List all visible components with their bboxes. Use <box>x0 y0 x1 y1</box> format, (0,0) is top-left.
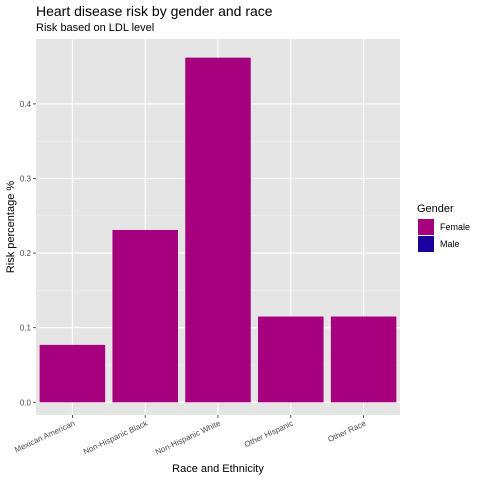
chart-subtitle: Risk based on LDL level <box>36 22 154 34</box>
x-tick-label: Mexican American <box>13 419 76 455</box>
legend-key-female <box>418 219 434 235</box>
legend-key-male <box>418 236 434 252</box>
y-tick-label: 0.2 <box>20 249 32 258</box>
legend-label-male: Male <box>440 239 460 249</box>
x-tick-label: Other Hispanic <box>243 419 295 450</box>
bars <box>39 57 397 403</box>
bar-female-0 <box>39 344 106 403</box>
x-axis: Mexican American Non-Hispanic Black Non-Hi… <box>13 415 368 457</box>
y-tick-label: 0.4 <box>20 100 32 109</box>
x-tick-label: Other Race <box>327 418 368 444</box>
y-axis: 0.0 0.1 0.2 0.3 0.4 <box>20 100 36 407</box>
bar-female-2 <box>185 57 251 403</box>
chart-title: Heart disease risk by gender and race <box>36 3 273 19</box>
y-axis-title: Risk percentage % <box>5 181 17 274</box>
x-axis-title: Race and Ethnicity <box>172 463 264 475</box>
bar-female-1 <box>112 229 178 403</box>
bar-female-3 <box>258 316 324 403</box>
legend-title: Gender <box>417 203 454 215</box>
y-tick-label: 0.0 <box>20 398 32 407</box>
legend-label-female: Female <box>440 222 470 232</box>
x-tick-label: Non-Hispanic White <box>154 418 222 456</box>
y-tick-label: 0.3 <box>20 175 32 184</box>
bar-female-4 <box>330 316 397 403</box>
y-tick-label: 0.1 <box>20 324 32 333</box>
legend: Gender Female Male <box>417 203 470 252</box>
x-tick-label: Non-Hispanic Black <box>82 418 150 456</box>
